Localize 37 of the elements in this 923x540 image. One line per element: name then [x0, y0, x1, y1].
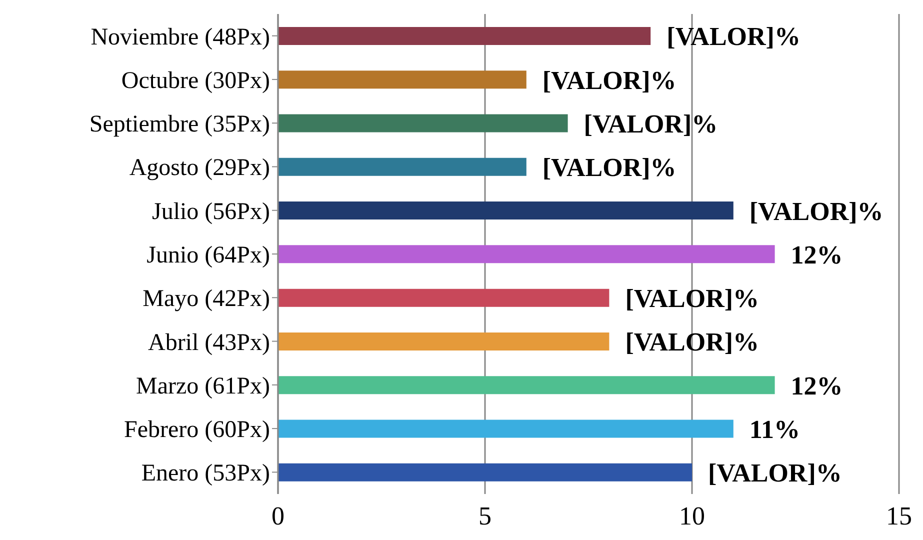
- bar: [278, 376, 775, 394]
- x-tick-label: 10: [679, 501, 705, 530]
- y-tick-label: Enero (53Px): [141, 460, 270, 487]
- bar: [278, 70, 526, 89]
- y-tick-label: Marzo (61Px): [136, 373, 270, 400]
- y-tick-label: Octubre (30Px): [121, 68, 270, 94]
- data-label: [VALOR]%: [625, 284, 760, 314]
- y-tick-label: Septiembre (35Px): [89, 112, 270, 138]
- data-label: [VALOR]%: [749, 196, 884, 226]
- data-label: [VALOR]%: [625, 328, 760, 357]
- x-tick-label: 15: [886, 501, 912, 530]
- y-tick-label: Agosto (29Px): [129, 155, 270, 182]
- data-label: 11%: [749, 414, 800, 444]
- bar: [278, 288, 610, 307]
- y-tick-label: Mayo (42Px): [142, 286, 270, 312]
- y-tick-label: Noviembre (48Px): [90, 24, 270, 50]
- y-tick-label: Junio (64Px): [146, 242, 270, 269]
- y-tick-label: Julio (56Px): [152, 198, 270, 225]
- bar: [278, 202, 734, 220]
- data-label: [VALOR]%: [708, 458, 842, 488]
- bar: [278, 245, 775, 264]
- data-label: [VALOR]%: [666, 22, 800, 52]
- data-label: [VALOR]%: [542, 153, 676, 182]
- data-label: [VALOR]%: [542, 66, 676, 95]
- bar: [278, 463, 692, 482]
- bar: [278, 158, 526, 176]
- data-label: 12%: [790, 240, 843, 270]
- y-tick-label: Febrero (60Px): [124, 417, 270, 444]
- bar: [278, 420, 734, 438]
- bar: [278, 332, 610, 350]
- x-tick-label: 5: [478, 501, 492, 530]
- x-tick-label: 0: [272, 501, 284, 530]
- data-label: [VALOR]%: [584, 110, 718, 139]
- bar: [278, 114, 568, 132]
- data-label: 12%: [790, 371, 843, 400]
- y-tick-label: Abril (43Px): [148, 330, 270, 356]
- bar: [278, 27, 651, 45]
